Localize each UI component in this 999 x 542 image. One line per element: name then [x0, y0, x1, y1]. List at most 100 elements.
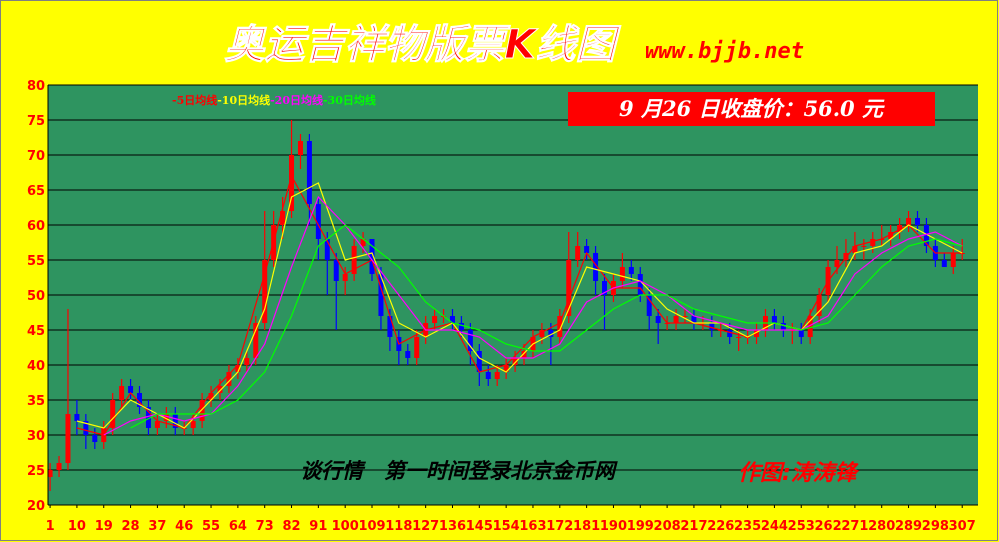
candle-body [154, 421, 160, 428]
y-tick-label: 45 [27, 324, 45, 339]
x-tick-label: 82 [282, 519, 300, 534]
x-tick-label: 10 [68, 519, 86, 534]
legend-entry: -20日均线 [270, 93, 323, 107]
candle-body [852, 246, 858, 253]
candle-body [870, 239, 876, 246]
x-tick-label: 109 [358, 519, 385, 534]
y-tick-label: 70 [27, 149, 45, 164]
legend-entry: -5日均线 [172, 93, 217, 107]
candle-body [342, 274, 348, 281]
x-tick-label: 181 [573, 519, 600, 534]
candle-body [467, 330, 473, 351]
candle-body [503, 365, 509, 372]
candle-body [539, 330, 545, 337]
legend-entry: -10日均线 [217, 93, 270, 107]
candle-body [190, 421, 196, 428]
x-tick-label: 280 [868, 519, 895, 534]
candle-body [56, 463, 62, 470]
candle-body [780, 323, 786, 330]
x-tick-label: 190 [600, 519, 627, 534]
candle-body [691, 316, 697, 323]
candle-body [324, 239, 330, 260]
candle-body [628, 267, 634, 274]
candle-body [682, 316, 688, 317]
x-tick-label: 91 [309, 519, 327, 534]
candle-body [458, 323, 464, 330]
candle-body [262, 260, 268, 323]
x-tick-label: 28 [122, 519, 140, 534]
x-tick-label: 64 [229, 519, 247, 534]
candle-body [315, 204, 321, 239]
y-tick-label: 30 [27, 429, 45, 444]
candle-body [709, 323, 715, 330]
candle-body [351, 246, 357, 274]
candle-body [897, 225, 903, 232]
y-tick-label: 80 [27, 79, 45, 94]
candle-body [727, 330, 733, 337]
candle-body [235, 365, 241, 372]
x-tick-label: 145 [466, 519, 493, 534]
candle-body [387, 316, 393, 337]
candle-body [584, 246, 590, 253]
x-tick-label: 262 [814, 519, 841, 534]
x-tick-label: 244 [761, 519, 788, 534]
y-tick-label: 25 [27, 464, 45, 479]
ma-line [130, 224, 963, 429]
candle-body [512, 358, 518, 365]
candle-body [521, 351, 527, 358]
candle-body [65, 414, 71, 463]
x-tick-label: 154 [493, 519, 520, 534]
site: www.bjjb.net [645, 39, 804, 64]
chart-title: 奥运吉祥物版票K线图 [225, 22, 622, 68]
candle-body [906, 218, 912, 225]
candle-body [816, 295, 822, 316]
x-tick-label: 172 [546, 519, 573, 534]
y-tick-label: 40 [27, 359, 45, 374]
candle-body [414, 337, 420, 358]
candle-body [861, 246, 867, 247]
x-tick-label: 46 [175, 519, 193, 534]
candle-body [449, 316, 455, 323]
candle-body [736, 337, 742, 338]
x-tick-label: 127 [412, 519, 439, 534]
candle-body [333, 260, 339, 281]
candle-body [834, 260, 840, 267]
y-tick-label: 65 [27, 184, 45, 199]
candle-body [950, 253, 956, 267]
candle-body [128, 386, 134, 393]
legend-entry: -30日均线 [323, 93, 376, 107]
legend: -5日均线-10日均线-20日均线-30日均线 [172, 93, 376, 107]
x-tick-label: 37 [148, 519, 166, 534]
candle-body [92, 435, 98, 442]
candle-body [110, 400, 116, 428]
candle-body [593, 253, 599, 281]
close-box [568, 92, 935, 126]
x-tick-label: 271 [841, 519, 868, 534]
candle-body [47, 470, 53, 477]
candle-body [369, 239, 375, 274]
candle-body [199, 400, 205, 421]
y-tick-label: 35 [27, 394, 45, 409]
x-tick-label: 73 [256, 519, 274, 534]
candle-body [673, 316, 679, 323]
x-tick-label: 100 [332, 519, 359, 534]
candle-body [548, 330, 554, 337]
candle-body [163, 414, 169, 421]
candle-body [619, 267, 625, 281]
candle-body [297, 141, 303, 155]
candle-body [923, 225, 929, 246]
y-tick-label: 50 [27, 289, 45, 304]
x-tick-label: 136 [439, 519, 466, 534]
x-tick-label: 253 [788, 519, 815, 534]
candle-body [119, 386, 125, 400]
candle-body [754, 330, 760, 337]
x-tick-label: 307 [949, 519, 976, 534]
x-tick-label: 1 [46, 519, 55, 534]
y-tick-label: 60 [27, 219, 45, 234]
x-tick-label: 217 [680, 519, 707, 534]
x-tick-label: 226 [707, 519, 734, 534]
x-tick-label: 19 [95, 519, 113, 534]
candle-body [432, 316, 438, 323]
x-tick-label: 118 [385, 519, 412, 534]
candle-body [405, 351, 411, 358]
